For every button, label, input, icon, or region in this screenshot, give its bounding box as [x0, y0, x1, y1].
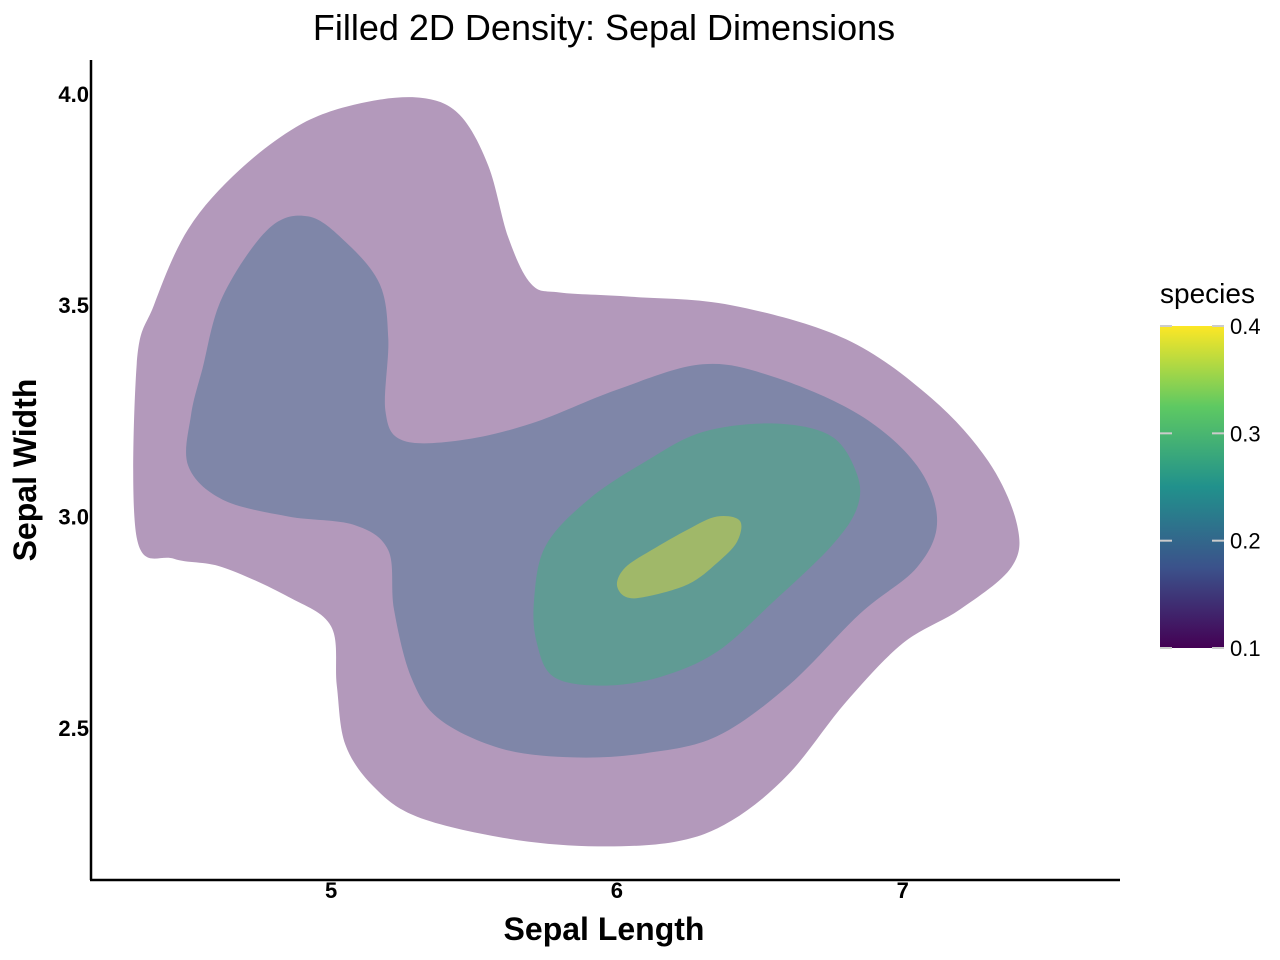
legend-tick-label: 0.3 [1230, 421, 1261, 446]
density-contour-level-4 [616, 515, 742, 599]
x-tick-label: 7 [897, 878, 909, 903]
y-tick-label: 3.5 [58, 293, 89, 318]
y-axis-ticks: 2.5 3.0 3.5 4.0 [58, 82, 89, 741]
y-tick-label: 3.0 [58, 504, 89, 529]
x-axis-title: Sepal Length [504, 911, 705, 947]
x-axis-ticks: 5 6 7 [325, 878, 909, 903]
y-axis-title: Sepal Width [7, 379, 43, 562]
density-contours [133, 97, 1020, 847]
colorbar-legend: species 0.1 0.2 0.3 0.4 [1160, 278, 1261, 661]
chart-title: Filled 2D Density: Sepal Dimensions [313, 7, 895, 48]
y-tick-label: 4.0 [58, 82, 89, 107]
legend-tick-label: 0.2 [1230, 529, 1261, 554]
legend-tick-label: 0.1 [1230, 636, 1261, 661]
x-tick-label: 6 [611, 878, 623, 903]
legend-ticks: 0.1 0.2 0.3 0.4 [1160, 314, 1261, 661]
legend-tick-label: 0.4 [1230, 314, 1261, 339]
legend-title: species [1160, 278, 1255, 309]
x-tick-label: 5 [325, 878, 337, 903]
y-tick-label: 2.5 [58, 716, 89, 741]
colorbar [1160, 326, 1224, 648]
